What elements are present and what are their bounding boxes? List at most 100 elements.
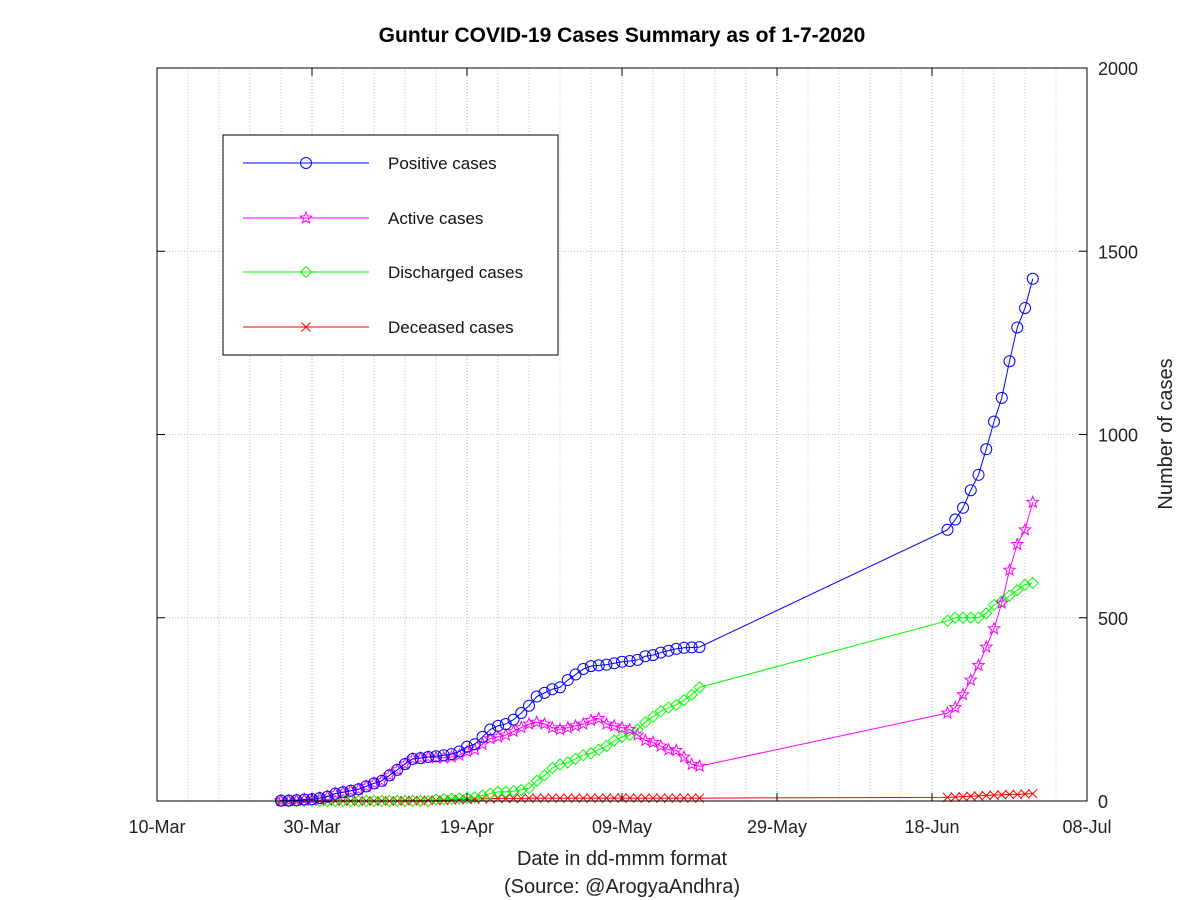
positive-cases-series (275, 272, 1039, 807)
x-tick-label: 09-May (592, 817, 652, 837)
active-cases-point (684, 756, 699, 771)
x-tick-label: 30-Mar (283, 817, 340, 837)
discharged-cases-point (522, 781, 536, 795)
x-tick-label: 08-Jul (1062, 817, 1111, 837)
positive-cases-point (290, 794, 303, 807)
active-cases-point (289, 792, 304, 807)
axis-ticks: 10-Mar 30-Mar 19-Apr 09-May 29-May 18-Jun 08-J… (128, 59, 1138, 837)
active-cases-point (955, 687, 971, 701)
positive-cases-point (368, 777, 380, 790)
deceased-cases-point (942, 792, 953, 803)
positive-cases-point (546, 683, 559, 696)
deceased-cases-point (996, 789, 1007, 800)
active-cases-point (653, 738, 668, 752)
positive-cases-point (352, 783, 365, 796)
active-cases-point (413, 750, 428, 765)
active-cases-point (1010, 537, 1025, 551)
positive-cases-point (995, 391, 1008, 404)
positive-cases-point (647, 649, 659, 662)
positive-cases-point (670, 642, 683, 655)
positive-cases-point (662, 644, 675, 657)
active-cases-point (994, 595, 1009, 610)
deceased-cases-point (1027, 788, 1038, 799)
positive-cases-point (678, 641, 690, 654)
positive-cases-point (941, 523, 954, 536)
positive-cases-point (507, 713, 520, 726)
discharged-cases-point (685, 688, 698, 701)
positive-cases-point (499, 718, 512, 731)
x-tick-label: 19-Apr (440, 817, 494, 837)
positive-cases-point (980, 443, 993, 456)
legend-label-positive-cases: Positive cases (388, 154, 497, 173)
discharged-cases-point (600, 739, 613, 753)
positive-cases-point (623, 654, 636, 667)
positive-cases-point (654, 646, 667, 659)
positive-cases-point (685, 641, 698, 654)
legend-label-deceased-cases: Deceased cases (388, 318, 514, 337)
active-cases-point (607, 718, 622, 732)
discharged-cases-point (1011, 584, 1024, 597)
discharged-cases-point (468, 791, 481, 804)
positive-cases-point (631, 653, 644, 666)
active-cases-point (405, 751, 420, 765)
positive-cases-point (538, 686, 551, 699)
discharged-cases-point (422, 794, 435, 808)
positive-cases-point (1003, 355, 1016, 368)
active-cases-point (963, 672, 978, 687)
discharged-cases-point (693, 681, 706, 694)
y-tick-label: 500 (1098, 609, 1128, 629)
positive-cases-point (391, 763, 404, 776)
discharged-cases-point (553, 758, 567, 771)
active-cases-point (661, 742, 676, 756)
positive-cases-point (523, 699, 535, 712)
active-cases-point (1025, 494, 1040, 509)
discharged-cases-point (484, 787, 497, 800)
discharged-cases-point (577, 748, 590, 762)
x-axis-label: Date in dd-mmm format (517, 848, 727, 870)
active-cases-point (948, 700, 963, 714)
discharged-cases-point (530, 774, 543, 788)
active-cases-point (591, 711, 606, 725)
positive-cases-point (592, 659, 605, 672)
legend-marker-positive-cases (300, 157, 312, 169)
deceased-cases-point (950, 792, 961, 802)
positive-cases-point (461, 740, 473, 753)
active-cases-point (986, 621, 1002, 635)
positive-cases-point (360, 780, 373, 793)
discharged-cases-point (677, 694, 691, 707)
legend-label-discharged-cases: Discharged cases (388, 263, 523, 282)
active-cases-point (529, 714, 544, 729)
discharged-cases-point (538, 769, 551, 782)
positive-cases-point (608, 657, 621, 670)
positive-cases-point (964, 484, 977, 497)
x-tick-label: 18-Jun (904, 817, 959, 837)
discharged-cases-point (670, 698, 683, 712)
deceased-cases-point (981, 790, 992, 801)
deceased-cases-point (973, 791, 984, 801)
y-tick-label: 1500 (1098, 242, 1138, 262)
active-cases-point (622, 722, 637, 736)
active-cases-point (514, 720, 529, 734)
deceased-cases-point (1012, 789, 1023, 800)
active-cases-point (614, 720, 630, 734)
y-tick-label: 2000 (1098, 59, 1138, 79)
discharged-cases-point (980, 607, 993, 620)
discharged-cases-point (515, 783, 528, 797)
active-cases-point (421, 749, 436, 763)
positive-cases-point (988, 415, 1000, 428)
active-cases-point (676, 749, 692, 763)
y-axis-label: Number of cases (1155, 358, 1177, 509)
positive-cases-point (515, 707, 528, 720)
y-tick-label: 1000 (1098, 426, 1138, 446)
active-cases-point (971, 658, 986, 672)
positive-cases-point (329, 787, 342, 800)
discharged-cases-point (646, 710, 660, 723)
positive-cases-point (585, 660, 597, 673)
positive-cases-point (337, 786, 349, 799)
active-cases-point (692, 758, 707, 773)
active-cases-point (645, 734, 661, 749)
legend-label-active-cases: Active cases (388, 209, 483, 228)
deceased-cases-point (958, 791, 968, 802)
